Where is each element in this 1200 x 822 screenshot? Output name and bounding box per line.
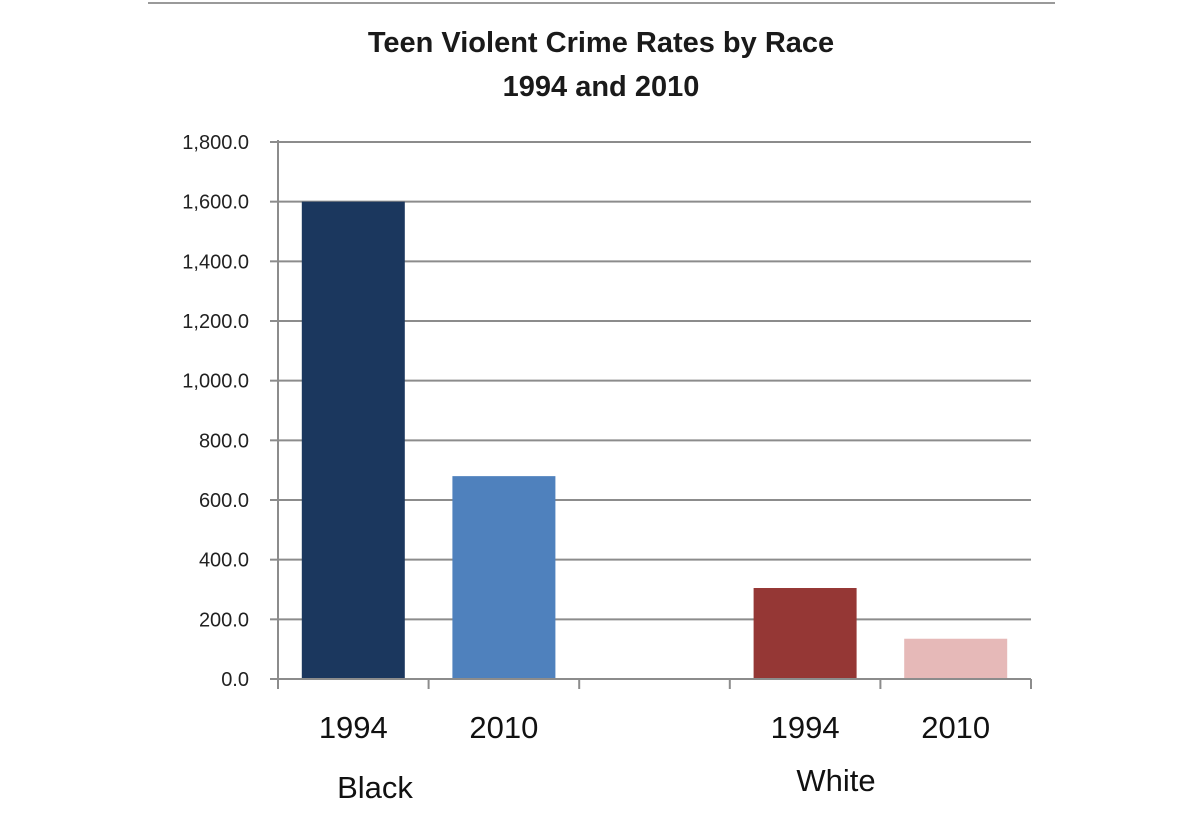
y-tick-label: 1,200.0 bbox=[182, 311, 249, 333]
chart-title: Teen Violent Crime Rates by Race bbox=[368, 27, 834, 59]
bars bbox=[301, 201, 1008, 679]
y-tick-label: 600.0 bbox=[199, 490, 249, 512]
bar-black-2010 bbox=[452, 476, 556, 679]
bar-white-1994 bbox=[753, 588, 857, 679]
group-label-white: White bbox=[796, 763, 875, 798]
y-tick-label: 800.0 bbox=[199, 430, 249, 452]
x-tick-label: 2010 bbox=[469, 710, 538, 745]
group-label-black: Black bbox=[337, 770, 413, 805]
y-tick-label: 0.0 bbox=[221, 669, 249, 691]
y-axis-ticks: 0.0 200.0 400.0 600.0 800.0 1,000.0 1,200.0 1,4… bbox=[182, 132, 278, 691]
axes bbox=[277, 140, 1032, 689]
y-tick-label: 200.0 bbox=[199, 609, 249, 631]
bar-black-1994 bbox=[301, 201, 405, 679]
bar-white-2010 bbox=[904, 638, 1008, 679]
x-tick-label: 1994 bbox=[771, 710, 840, 745]
y-tick-label: 1,400.0 bbox=[182, 251, 249, 273]
x-tick-label: 1994 bbox=[319, 710, 388, 745]
y-tick-label: 400.0 bbox=[199, 550, 249, 572]
x-axis-ticks: 1994 2010 1994 2010 bbox=[319, 710, 990, 745]
x-tick-label: 2010 bbox=[921, 710, 990, 745]
y-tick-label: 1,800.0 bbox=[182, 132, 249, 154]
group-labels: Black White bbox=[337, 763, 876, 805]
y-tick-label: 1,600.0 bbox=[182, 192, 249, 214]
chart-subtitle: 1994 and 2010 bbox=[503, 71, 700, 103]
y-tick-label: 1,000.0 bbox=[182, 371, 249, 393]
